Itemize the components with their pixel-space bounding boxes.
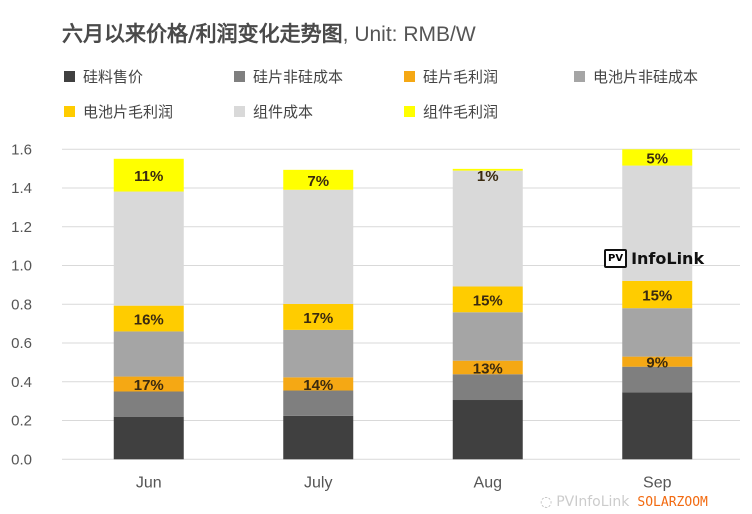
legend-swatch bbox=[404, 71, 415, 82]
bar-segment bbox=[622, 308, 693, 357]
bar-segment bbox=[283, 303, 354, 330]
bar-segment bbox=[452, 360, 523, 375]
bar-segment bbox=[113, 376, 184, 392]
y-tick-label: 0.6 bbox=[11, 335, 32, 352]
bar-segment bbox=[622, 149, 693, 166]
logo-pv-box: PV bbox=[604, 249, 628, 268]
bar-segment bbox=[452, 286, 523, 313]
bar-segment bbox=[452, 374, 523, 401]
data-label: 17% bbox=[134, 377, 164, 394]
bar-segment bbox=[622, 366, 693, 393]
data-label: 15% bbox=[642, 288, 672, 305]
y-tick-label: 1.4 bbox=[11, 180, 32, 197]
legend-swatch bbox=[64, 71, 75, 82]
bar-segment bbox=[622, 356, 693, 367]
bar-segment bbox=[113, 305, 184, 332]
data-label: 1% bbox=[477, 168, 499, 185]
legend-swatch bbox=[574, 71, 585, 82]
bar-segment bbox=[113, 191, 184, 306]
bar-segment bbox=[622, 165, 693, 281]
y-tick-label: 1.0 bbox=[11, 258, 32, 275]
legend-label: 硅料售价 bbox=[83, 68, 144, 86]
legend-swatch bbox=[64, 106, 75, 117]
x-tick-label: Aug bbox=[474, 474, 502, 491]
wechat-icon: ◌ bbox=[540, 494, 553, 510]
data-label: 15% bbox=[473, 292, 503, 309]
y-tick-label: 0.4 bbox=[11, 374, 32, 391]
legend-swatch bbox=[234, 106, 245, 117]
legend-label: 组件毛利润 bbox=[423, 103, 499, 121]
bar-segment bbox=[113, 391, 184, 417]
infolink-logo: PV InfoLink bbox=[604, 249, 704, 268]
data-label: 13% bbox=[473, 360, 503, 377]
legend-swatch bbox=[404, 106, 415, 117]
data-label: 14% bbox=[303, 377, 333, 394]
x-tick-label: Jun bbox=[136, 474, 162, 491]
bar-segment bbox=[452, 400, 523, 460]
bar-segment bbox=[283, 169, 354, 190]
legend-item: 硅料售价 bbox=[64, 66, 234, 87]
data-label: 17% bbox=[303, 310, 333, 327]
data-label: 16% bbox=[134, 312, 164, 329]
faded-brand-text: PVInfoLink bbox=[556, 494, 630, 510]
y-tick-label: 1.2 bbox=[11, 219, 32, 236]
bar-segment bbox=[452, 170, 523, 287]
legend-item: 组件成本 bbox=[234, 101, 404, 122]
bar-segment bbox=[113, 416, 184, 460]
bar-segment bbox=[283, 377, 354, 391]
legend-label: 电池片毛利润 bbox=[83, 103, 174, 121]
bar-segment bbox=[622, 280, 693, 309]
bar-segment bbox=[452, 312, 523, 361]
data-label: 7% bbox=[307, 173, 329, 190]
bar-segment bbox=[113, 331, 184, 377]
bar-segment bbox=[283, 189, 354, 304]
title-unit: , Unit: RMB/W bbox=[342, 23, 476, 46]
legend-item: 电池片毛利润 bbox=[64, 101, 234, 122]
y-tick-label: 1.6 bbox=[11, 141, 32, 158]
legend-item: 硅片毛利润 bbox=[404, 66, 574, 87]
title-main: 六月以来价格/利润变化走势图 bbox=[62, 22, 343, 46]
bottom-watermark: ◌ PVInfoLink SOLARZOOM bbox=[540, 494, 708, 510]
y-tick-label: 0.8 bbox=[11, 296, 32, 313]
legend-label: 硅片非硅成本 bbox=[253, 68, 344, 86]
legend-swatch bbox=[234, 71, 245, 82]
legend-label: 硅片毛利润 bbox=[423, 68, 499, 86]
legend-label: 电池片非硅成本 bbox=[593, 68, 699, 86]
chart-title: 六月以来价格/利润变化走势图, Unit: RMB/W bbox=[62, 18, 476, 48]
solarzoom-text: SOLARZOOM bbox=[637, 494, 708, 510]
logo-text: InfoLink bbox=[631, 249, 705, 268]
bar-segment bbox=[452, 168, 523, 171]
x-tick-label: Sep bbox=[643, 474, 672, 491]
legend-item: 电池片非硅成本 bbox=[574, 66, 744, 87]
y-tick-label: 0.2 bbox=[11, 413, 32, 430]
bar-segment bbox=[283, 415, 354, 460]
bar-segment bbox=[622, 392, 693, 460]
data-label: 5% bbox=[646, 150, 668, 167]
bar-segment bbox=[283, 390, 354, 416]
x-tick-label: July bbox=[304, 474, 332, 491]
legend-item: 硅片非硅成本 bbox=[234, 66, 404, 87]
data-label: 11% bbox=[134, 168, 163, 185]
legend: 硅料售价 硅片非硅成本 硅片毛利润 电池片非硅成本电池片毛利润 组件成本 组件毛利润 bbox=[64, 66, 724, 122]
legend-item: 组件毛利润 bbox=[404, 101, 574, 122]
data-label: 9% bbox=[646, 355, 668, 372]
legend-label: 组件成本 bbox=[253, 103, 314, 121]
y-tick-label: 0.0 bbox=[11, 451, 32, 468]
bar-segment bbox=[113, 158, 184, 192]
bar-segment bbox=[283, 329, 354, 378]
